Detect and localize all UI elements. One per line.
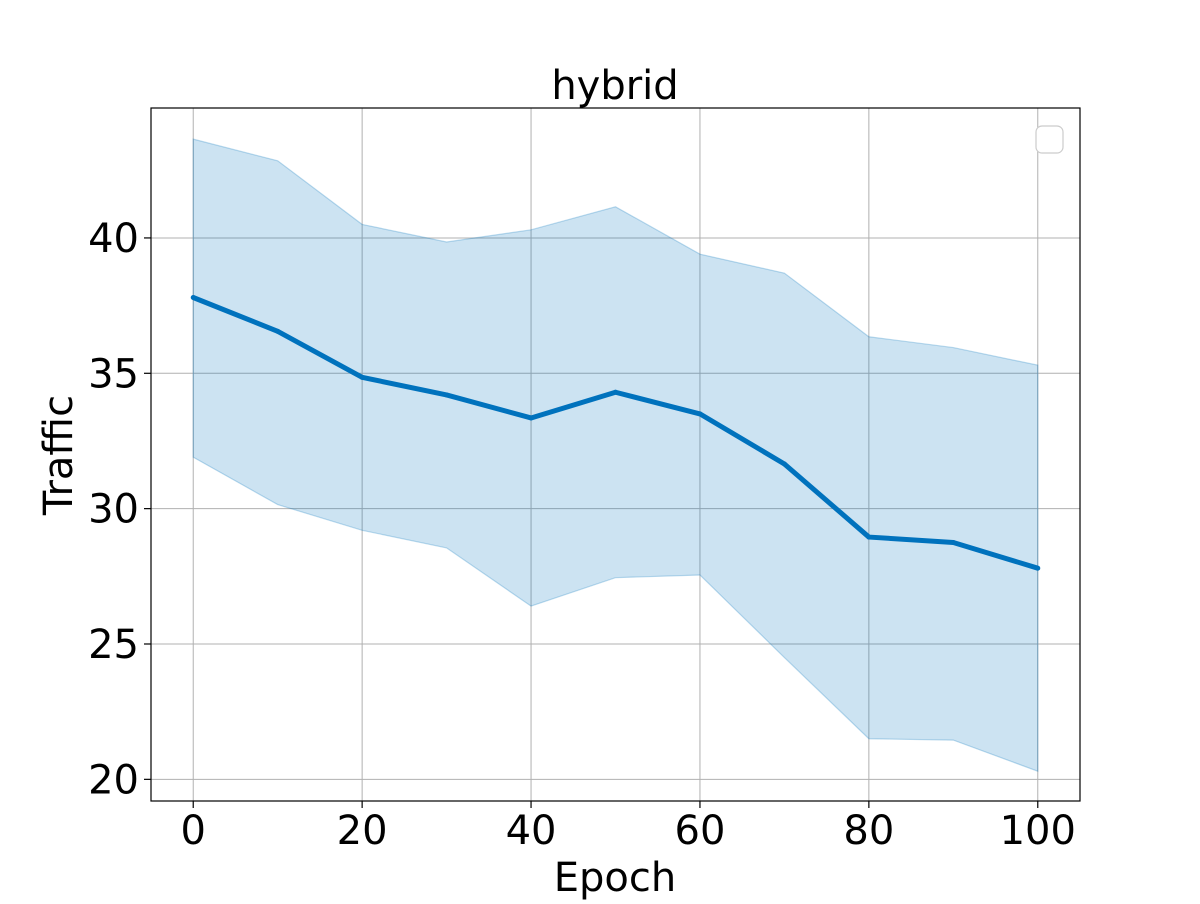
- data-point: [275, 328, 281, 334]
- y-tick-label: 35: [88, 351, 139, 397]
- data-point: [444, 392, 450, 398]
- x-tick-label: 80: [843, 808, 894, 854]
- x-tick-label: 20: [337, 808, 388, 854]
- data-point: [697, 411, 703, 417]
- x-axis-label: Epoch: [554, 855, 676, 900]
- plot-frame: [150, 107, 1081, 802]
- band-layer: [192, 138, 1039, 773]
- grid-layer: [151, 108, 1080, 801]
- chart-title: hybrid: [551, 63, 678, 109]
- tick-layer: 0 20 40 60 80 100 20 25 30 35 40: [88, 216, 1076, 854]
- data-point: [1035, 565, 1041, 571]
- y-tick-label: 40: [88, 216, 139, 262]
- data-point: [866, 534, 872, 540]
- confidence-band: [192, 138, 1039, 773]
- y-tick-label: 20: [88, 757, 139, 803]
- y-tick-label: 25: [88, 622, 139, 668]
- x-tick-label: 60: [675, 808, 726, 854]
- data-point: [950, 539, 956, 545]
- line-layer: [190, 294, 1041, 571]
- x-tick-label: 100: [1000, 808, 1076, 854]
- data-point: [781, 461, 787, 467]
- data-point: [190, 294, 196, 300]
- y-tick-label: 30: [88, 487, 139, 533]
- data-point: [528, 415, 534, 421]
- y-axis-label: Traffic: [36, 395, 82, 516]
- legend-box: [1035, 125, 1064, 154]
- data-point: [613, 389, 618, 395]
- x-tick-label: 0: [181, 808, 206, 854]
- x-tick-label: 40: [506, 808, 557, 854]
- data-point: [359, 374, 365, 380]
